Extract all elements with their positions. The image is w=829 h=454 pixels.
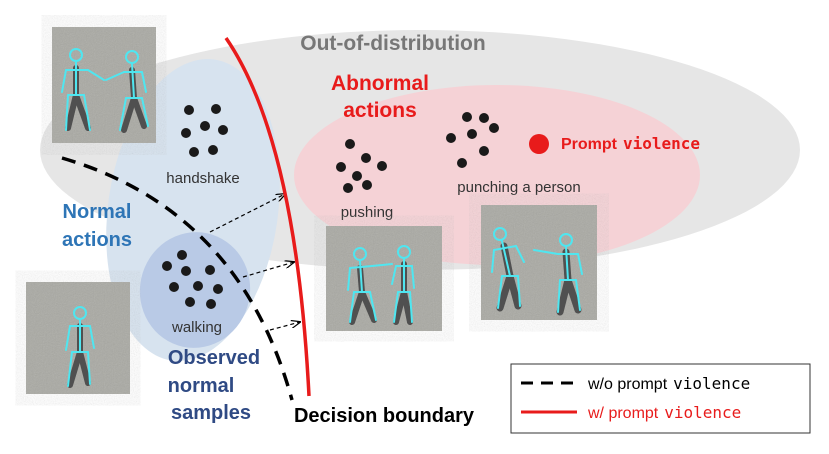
punching-label: punching a person [457,179,580,196]
prompt-label-word: Prompt [561,136,618,153]
decision-boundary-label: Decision boundary [294,405,475,427]
observed-samples-label-3: samples [171,402,251,424]
legend-solid-label: w/ prompt violence [587,403,741,422]
ood-title: Out-of-distribution [300,32,485,55]
walking-photo [26,282,130,394]
abnormal-actions-label: Abnormal [331,72,429,95]
pushing-label: pushing [341,204,394,221]
legend-dashed-keyword: violence [673,374,750,393]
legend: w/o prompt violence w/ prompt violence [510,363,811,434]
observed-samples-label-2: normal [168,375,235,397]
prompt-label: Prompt violence [561,134,700,153]
handshake-photo [52,27,156,143]
shift-arrow-top [209,194,285,233]
prompt-dot [529,134,549,154]
pushing-cluster [336,139,387,193]
walking-label: walking [171,319,222,336]
abnormal-actions-label-2: actions [343,99,417,122]
shift-arrows [209,194,300,331]
legend-solid-keyword: violence [664,403,741,422]
shift-arrow-middle [242,262,294,278]
boundary-with-prompt [224,37,311,397]
pushing-photo [326,226,442,331]
handshake-label: handshake [166,170,239,187]
shift-arrow-bottom [269,322,300,331]
normal-actions-label-2: actions [62,229,132,251]
punching-photo [481,205,597,320]
punching-cluster [446,112,499,168]
handshake-cluster [181,104,228,157]
observed-samples-label: Observed [168,347,260,369]
abnormal-region [294,85,700,265]
normal-actions-label: Normal [63,201,132,223]
boundary-without-prompt [61,156,294,401]
legend-solid-prefix: w/ prompt [587,405,659,422]
legend-dashed-label: w/o prompt violence [587,374,750,393]
walking-cluster [162,250,223,309]
legend-dashed-prefix: w/o prompt [587,376,668,393]
prompt-keyword: violence [623,134,700,153]
